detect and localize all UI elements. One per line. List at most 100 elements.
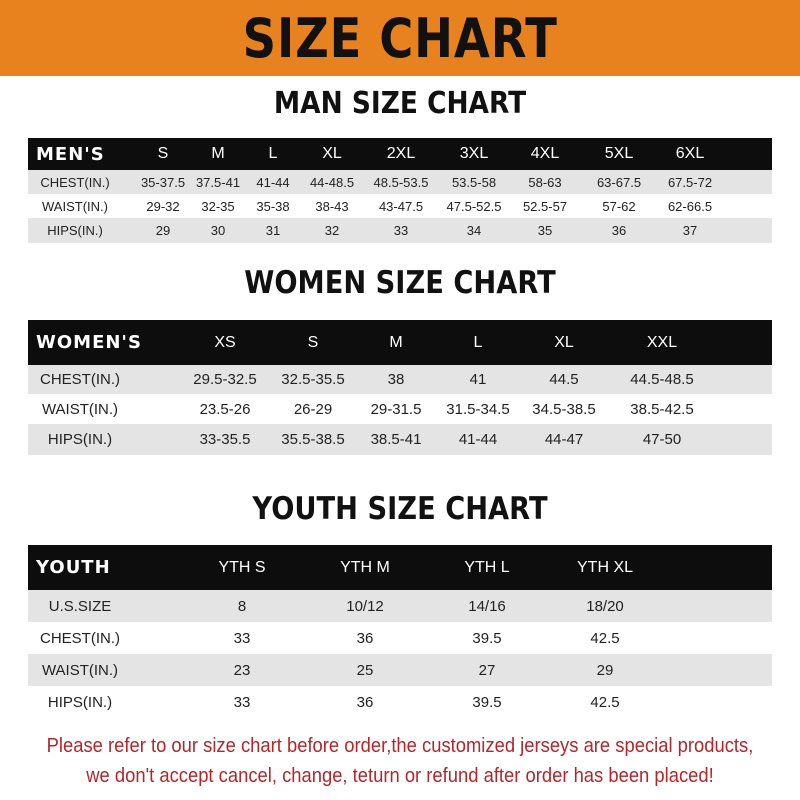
table-cell: 23.5-26 (199, 400, 251, 418)
table-cell: 6XL (675, 145, 705, 162)
table-cell: 2XL (386, 145, 416, 162)
table-header-row: YOUTH YTH S YTH M YTH L YTH XL (28, 545, 772, 590)
table-cell: 31.5-34.5 (446, 400, 510, 418)
table-cell: YTH S (218, 558, 266, 576)
table-cell: 30 (210, 223, 226, 238)
table-cell: 39.5 (472, 693, 502, 711)
table-cell: 41-44 (458, 431, 498, 448)
table-cell: 38 (387, 371, 405, 388)
table-cell: 44.5 (549, 371, 579, 388)
table-cell: 5XL (604, 145, 634, 162)
table-cell: 33 (393, 223, 409, 238)
table-cell: 32.5-35.5 (281, 371, 345, 388)
table-row: WAIST(IN.) 29-32 32-35 35-38 38-43 43-47.5 47.… (28, 194, 772, 218)
table-row: CHEST(IN.) 35-37.5 37.5-41 41-44 44-48.5 48.5… (28, 170, 772, 194)
table-cell: L (268, 145, 278, 162)
men-heading: MAN SIZE CHART (273, 86, 527, 121)
women-heading: WOMEN SIZE CHART (244, 265, 556, 301)
table-cell: 32-35 (201, 198, 235, 214)
row-label: HIPS(IN.) (47, 431, 113, 448)
table-cell: 35.5-38.5 (281, 431, 345, 448)
table-cell: S (157, 145, 169, 162)
table-cell: 3XL (459, 145, 489, 162)
table-row: CHEST(IN.) 33 36 39.5 42.5 (28, 622, 772, 654)
table-cell: 38-43 (315, 198, 349, 214)
table-cell: 29-31.5 (370, 400, 422, 418)
table-row: WAIST(IN.) 23 25 27 29 (28, 654, 772, 686)
table-cell: 36 (356, 629, 374, 647)
table-row: HIPS(IN.) 33 36 39.5 42.5 (28, 686, 772, 718)
row-label: U.S.SIZE (48, 597, 112, 615)
table-row: HIPS(IN.) 29 30 31 32 33 34 35 36 37 (28, 218, 772, 243)
table-cell: YTH L (464, 558, 510, 576)
table-cell: 29 (596, 661, 614, 679)
title-banner: SIZE CHART (0, 0, 800, 76)
table-row: U.S.SIZE 8 10/12 14/16 18/20 (28, 590, 772, 622)
table-cell: 14/16 (468, 597, 506, 615)
table-cell: 58-63 (528, 174, 562, 190)
table-cell: YTH M (340, 558, 390, 576)
table-cell: S (307, 333, 319, 351)
table-cell: 4XL (530, 145, 560, 162)
table-cell: 63-67.5 (596, 174, 642, 190)
table-cell: 62-66.5 (667, 198, 713, 214)
table-cell: 39.5 (472, 629, 502, 647)
table-cell: 47.5-52.5 (446, 198, 502, 214)
table-cell: YTH XL (576, 558, 634, 576)
table-cell: 44.5-48.5 (630, 371, 694, 388)
table-cell: 34.5-38.5 (532, 400, 596, 418)
table-cell: 35-38 (256, 198, 290, 214)
row-label: WOMEN'S (36, 332, 142, 353)
table-cell: 31 (265, 223, 281, 238)
table-cell: 36 (611, 223, 627, 238)
table-cell: 47-50 (642, 431, 682, 448)
row-label: YOUTH (36, 557, 111, 578)
row-label: WAIST(IN.) (42, 198, 108, 214)
table-cell: 8 (237, 597, 247, 615)
table-cell: 35 (537, 223, 553, 238)
notice-line-2: we don't accept cancel, change, teturn o… (86, 765, 714, 787)
table-cell: 38.5-41 (370, 431, 422, 448)
table-cell: 53.5-58 (451, 174, 497, 190)
table-cell: XL (554, 333, 574, 351)
row-label: WAIST(IN.) (41, 661, 119, 679)
table-cell: 32 (324, 223, 340, 238)
row-label: WAIST(IN.) (41, 400, 119, 418)
table-cell: 52.5-57 (522, 198, 568, 214)
table-cell: 33 (233, 693, 251, 711)
table-header-row: MEN'S S M L XL 2XL 3XL 4XL 5XL 6XL (28, 138, 772, 170)
table-cell: L (473, 333, 483, 351)
table-cell: 48.5-53.5 (373, 174, 429, 190)
row-label: HIPS(IN.) (47, 693, 113, 711)
table-cell: 29 (155, 223, 171, 238)
table-cell: 25 (356, 661, 374, 679)
table-cell: M (211, 145, 225, 162)
page-title: SIZE CHART (242, 6, 558, 70)
table-row: HIPS(IN.) 33-35.5 35.5-38.5 38.5-41 41-44 44-… (28, 424, 772, 455)
row-label: CHEST(IN.) (40, 174, 110, 190)
table-cell: 37 (682, 223, 698, 238)
table-cell: 33 (233, 629, 251, 647)
table-cell: 35-37.5 (140, 174, 186, 190)
table-row: WAIST(IN.) 23.5-26 26-29 29-31.5 31.5-34.5 34… (28, 394, 772, 424)
table-cell: 41 (469, 371, 487, 388)
table-cell: 42.5 (590, 693, 620, 711)
row-label: MEN'S (36, 143, 105, 165)
table-cell: XXL (646, 333, 678, 351)
table-cell: 42.5 (590, 629, 620, 647)
table-cell: 37.5-41 (195, 174, 241, 190)
table-cell: 36 (356, 693, 374, 711)
notice-line-1: Please refer to our size chart before or… (46, 735, 754, 757)
table-cell: 43-47.5 (378, 198, 424, 214)
table-cell: 34 (466, 223, 482, 238)
table-cell: 18/20 (586, 597, 624, 615)
table-cell: 38.5-42.5 (630, 400, 694, 418)
table-cell: XL (322, 145, 342, 162)
table-cell: 41-44 (256, 174, 290, 190)
table-cell: 33-35.5 (199, 431, 251, 448)
table-cell: 26-29 (293, 400, 333, 418)
row-label: HIPS(IN.) (47, 223, 103, 238)
table-header-row: WOMEN'S XS S M L XL XXL (28, 320, 772, 365)
table-cell: 29-32 (146, 198, 180, 214)
table-cell: 44-48.5 (309, 174, 355, 190)
